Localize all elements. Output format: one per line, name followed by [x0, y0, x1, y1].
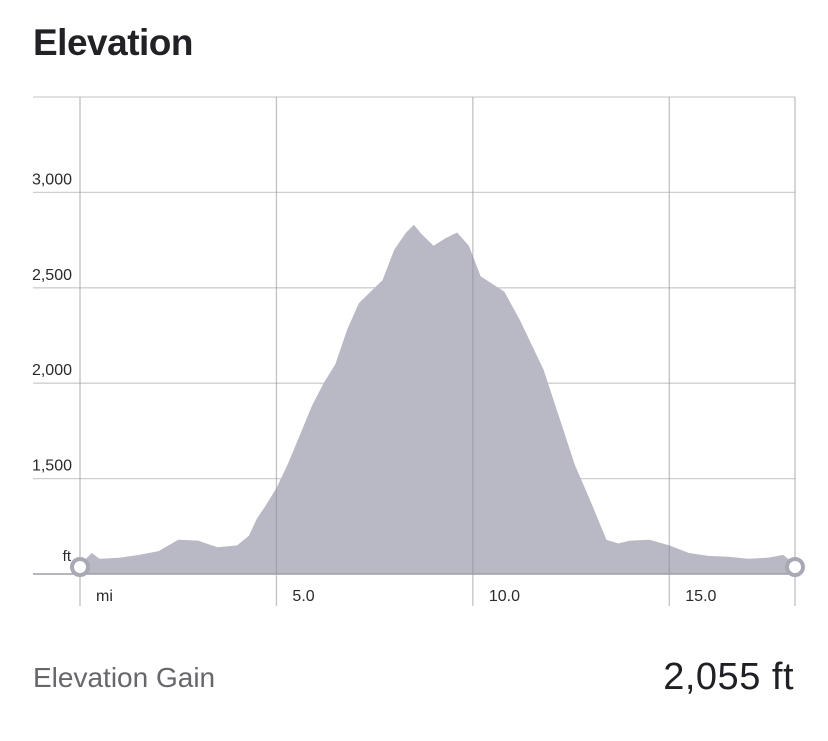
elevation-chart: ft 1,500 2,000 2,500 3,000 mi 5.0 10.0 15.0	[32, 96, 805, 606]
y-tick-labels: ft 1,500 2,000 2,500 3,000	[32, 171, 72, 565]
elevation-area	[80, 224, 795, 575]
x-unit-label: mi	[96, 588, 113, 605]
x-vertical-lines	[79, 97, 796, 606]
start-marker[interactable]	[70, 557, 90, 577]
elevation-gain-value: 2,055 ft	[663, 656, 794, 698]
end-marker[interactable]	[785, 557, 805, 577]
x-tick-label: 15.0	[685, 588, 716, 605]
elevation-gain-label: Elevation Gain	[33, 662, 216, 693]
y-unit-label: ft	[63, 548, 72, 565]
y-tick-label: 3,000	[32, 171, 72, 188]
y-tick-label: 1,500	[32, 458, 72, 475]
start-end-markers[interactable]	[70, 557, 805, 577]
y-tick-label: 2,500	[32, 267, 72, 284]
y-tick-label: 2,000	[32, 362, 72, 379]
x-tick-label: 5.0	[292, 588, 314, 605]
x-tick-label: 10.0	[489, 588, 520, 605]
x-tick-labels: mi 5.0 10.0 15.0	[96, 588, 717, 605]
chart-title: Elevation	[33, 22, 194, 63]
